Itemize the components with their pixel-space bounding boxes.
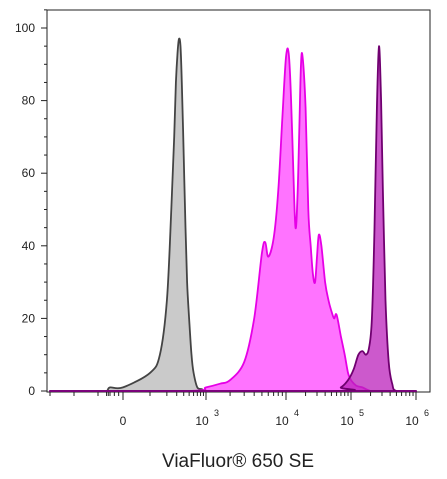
histogram-series-2 bbox=[49, 47, 417, 392]
x-tick-exponent: 4 bbox=[294, 408, 299, 418]
x-tick-label: 10 bbox=[275, 414, 289, 428]
y-tick-label: 40 bbox=[22, 239, 36, 253]
x-tick-exponent: 6 bbox=[424, 408, 429, 418]
y-tick-label: 100 bbox=[15, 21, 35, 35]
x-tick-label: 10 bbox=[195, 414, 209, 428]
x-tick-label: 10 bbox=[405, 414, 419, 428]
x-axis-title: ViaFluor® 650 SE bbox=[162, 451, 314, 472]
y-axis: 0 20 40 60 80 100 bbox=[15, 9, 47, 398]
x-tick-exponent: 5 bbox=[359, 408, 364, 418]
x-axis: 0 10 3 10 4 10 5 10 6 bbox=[49, 392, 429, 428]
histogram-series-1 bbox=[49, 37, 417, 392]
y-tick-label: 0 bbox=[28, 384, 35, 398]
x-tick-label: 0 bbox=[120, 414, 127, 428]
x-tick-label: 10 bbox=[340, 414, 354, 428]
plot-frame bbox=[46, 9, 431, 393]
y-tick-label: 20 bbox=[22, 311, 36, 325]
histogram-series-3 bbox=[49, 45, 417, 392]
series-layer bbox=[49, 37, 417, 392]
y-tick-label: 60 bbox=[22, 166, 36, 180]
x-tick-exponent: 3 bbox=[214, 408, 219, 418]
y-tick-label: 80 bbox=[22, 94, 36, 108]
